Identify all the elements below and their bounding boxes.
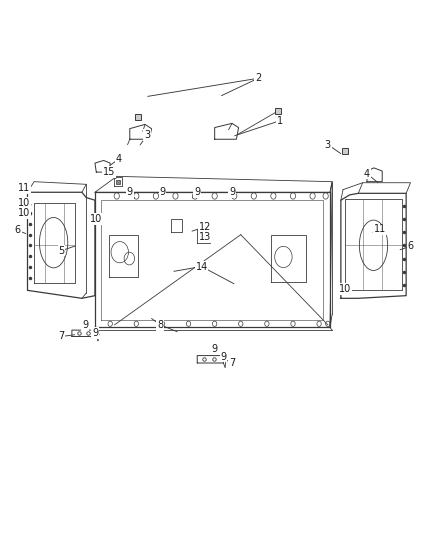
Text: 8: 8 [157, 320, 163, 330]
Text: 12: 12 [199, 222, 211, 232]
Text: 3: 3 [325, 140, 331, 150]
Text: 10: 10 [339, 284, 351, 294]
Text: 7: 7 [58, 332, 64, 342]
Text: 6: 6 [15, 225, 21, 236]
Text: 9: 9 [92, 328, 98, 338]
Text: 9: 9 [229, 187, 235, 197]
Text: 7: 7 [229, 358, 235, 368]
Text: 10: 10 [18, 198, 30, 208]
Text: 13: 13 [199, 232, 211, 242]
Text: 4: 4 [364, 169, 370, 179]
Text: 1: 1 [277, 116, 283, 126]
Text: 3: 3 [144, 130, 150, 140]
Text: 11: 11 [18, 183, 30, 193]
Text: 10: 10 [90, 214, 102, 224]
Text: 9: 9 [194, 187, 200, 197]
Text: 9: 9 [212, 344, 218, 354]
Text: 9: 9 [127, 187, 133, 197]
Text: 15: 15 [103, 167, 116, 177]
Text: 9: 9 [159, 187, 166, 197]
Text: 2: 2 [255, 73, 261, 83]
Text: 10: 10 [18, 208, 30, 219]
Text: 14: 14 [195, 262, 208, 271]
Text: 9: 9 [220, 352, 226, 361]
Text: 6: 6 [407, 241, 413, 252]
Text: 11: 11 [374, 224, 386, 235]
Text: 9: 9 [82, 320, 88, 330]
Text: 5: 5 [58, 246, 64, 256]
Text: 4: 4 [116, 154, 122, 164]
